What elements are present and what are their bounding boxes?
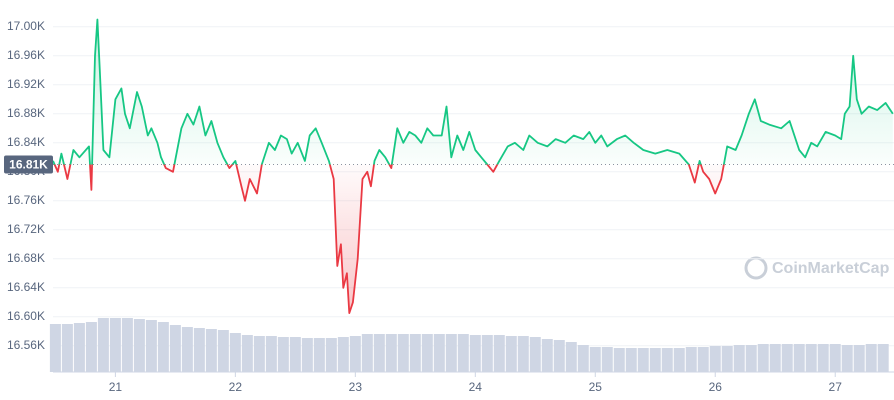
volume-bar — [97, 318, 109, 372]
volume-bar — [193, 328, 205, 372]
y-tick-label: 16.88K — [7, 106, 45, 120]
x-tick-label: 25 — [589, 380, 603, 394]
y-tick-label: 16.56K — [7, 338, 45, 352]
volume-bar — [325, 338, 337, 372]
volume-bar — [181, 327, 193, 372]
x-tick-label: 24 — [469, 380, 483, 394]
volume-bar — [601, 347, 613, 372]
volume-bar — [469, 335, 481, 372]
volume-bar — [673, 348, 685, 372]
volume-bar — [565, 342, 577, 372]
y-tick-label: 17.00K — [7, 19, 45, 33]
y-tick-label: 16.84K — [7, 135, 45, 149]
volume-bar — [385, 334, 397, 372]
watermark: CoinMarketCap — [744, 256, 890, 280]
volume-bar — [697, 347, 709, 372]
volume-bar — [709, 346, 721, 372]
y-tick-label: 16.92K — [7, 77, 45, 91]
volume-bar — [337, 337, 349, 372]
volume-bar — [349, 336, 361, 372]
volume-bar — [109, 318, 121, 372]
volume-bar — [553, 340, 565, 372]
volume-bar — [373, 334, 385, 372]
y-tick-label: 16.68K — [7, 251, 45, 265]
volume-bar — [301, 338, 313, 372]
volume-bar — [361, 334, 373, 372]
volume-bar — [745, 345, 757, 372]
y-tick-label: 16.96K — [7, 48, 45, 62]
y-tick-label: 16.76K — [7, 193, 45, 207]
volume-bar — [637, 348, 649, 372]
volume-bar — [277, 337, 289, 372]
x-tick-label: 23 — [349, 380, 363, 394]
x-tick-label: 22 — [229, 380, 243, 394]
volume-bar — [289, 337, 301, 372]
volume-bar — [85, 322, 97, 372]
volume-bar — [817, 344, 829, 372]
volume-bar — [649, 348, 661, 372]
volume-bar — [61, 324, 73, 372]
volume-bar — [829, 344, 841, 372]
volume-bar — [781, 344, 793, 372]
price-line — [52, 18, 894, 314]
volume-bar — [877, 344, 889, 372]
watermark-logo — [744, 256, 768, 280]
y-tick-label: 16.64K — [7, 280, 45, 294]
volume-bar — [145, 320, 157, 372]
volume-bar — [685, 347, 697, 372]
watermark-text: CoinMarketCap — [772, 260, 890, 277]
volume-bar — [757, 344, 769, 372]
volume-bar — [457, 334, 469, 372]
volume-bar — [541, 339, 553, 372]
volume-bar — [613, 348, 625, 372]
volume-bar — [661, 348, 673, 372]
volume-bar — [517, 336, 529, 372]
volume-bar — [577, 345, 589, 372]
volume-bar — [841, 345, 853, 372]
volume-bar — [397, 334, 409, 372]
volume-bar — [121, 318, 133, 372]
volume-bar — [493, 335, 505, 372]
volume-bar — [769, 344, 781, 372]
volume-bar — [253, 336, 265, 372]
volume-bar — [793, 344, 805, 372]
volume-bar — [313, 338, 325, 372]
volume-bar — [445, 334, 457, 372]
volume-bar — [865, 344, 877, 372]
volume-bar — [505, 336, 517, 372]
volume-bar — [481, 335, 493, 372]
volume-bar — [73, 323, 85, 372]
volume-bar — [157, 322, 169, 372]
baseline-label-box — [4, 155, 53, 174]
y-tick-label: 16.72K — [7, 222, 45, 236]
y-tick-label: 16.60K — [7, 309, 45, 323]
volume-bar — [853, 345, 865, 372]
volume-bar — [805, 344, 817, 372]
volume-bar — [433, 334, 445, 372]
volume-bar — [421, 334, 433, 372]
volume-bar — [529, 337, 541, 372]
x-tick-label: 27 — [829, 380, 843, 394]
volume-bar — [733, 345, 745, 372]
volume-bar — [265, 336, 277, 372]
x-tick-label: 21 — [109, 380, 123, 394]
x-tick-label: 26 — [709, 380, 723, 394]
volume-bar — [241, 335, 253, 372]
volume-bar — [409, 334, 421, 372]
volume-bar — [205, 329, 217, 372]
volume-bar — [625, 348, 637, 372]
volume-bar — [169, 325, 181, 372]
baseline-label: 16.81K — [9, 158, 48, 172]
volume-bar — [589, 347, 601, 372]
volume-bar — [217, 330, 229, 372]
volume-bar — [133, 319, 145, 372]
volume-bar — [229, 333, 241, 372]
volume-bar — [721, 346, 733, 372]
volume-bar — [49, 324, 61, 372]
